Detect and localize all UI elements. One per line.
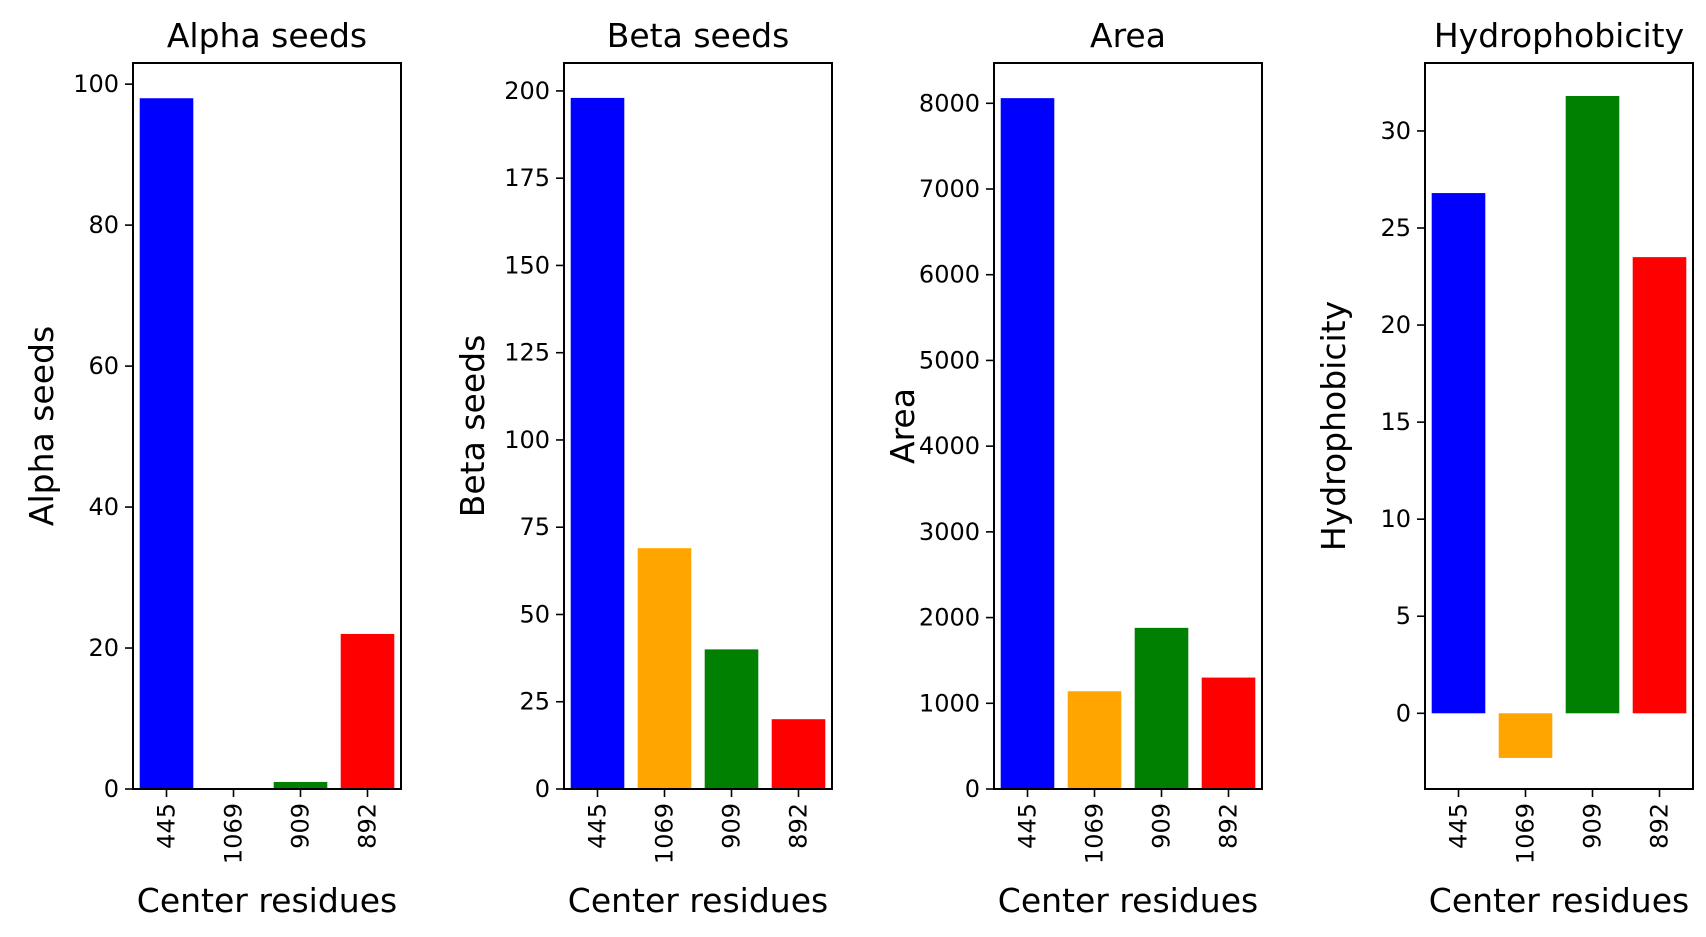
y-tick-label: 15 — [1380, 408, 1411, 436]
y-tick-label: 0 — [965, 775, 980, 803]
x-tick-label: 892 — [1215, 803, 1243, 849]
x-tick-label: 1069 — [651, 803, 679, 864]
y-tick-label: 0 — [535, 775, 550, 803]
x-tick-label: 445 — [1014, 803, 1042, 849]
bar-445 — [1000, 98, 1055, 789]
y-tick-label: 0 — [1396, 699, 1411, 727]
chart-title: Alpha seeds — [167, 16, 367, 55]
chart-title: Hydrophobicity — [1434, 16, 1684, 55]
y-tick-label: 100 — [504, 426, 550, 454]
y-tick-label: 200 — [504, 77, 550, 105]
y-axis-label: Alpha seeds — [22, 326, 61, 526]
y-tick-label: 20 — [1380, 311, 1411, 339]
x-axis-label: Center residues — [1429, 881, 1689, 920]
x-tick-label: 892 — [354, 803, 382, 849]
x-tick-label: 445 — [153, 803, 181, 849]
bar-909 — [704, 649, 759, 789]
x-axis-label: Center residues — [568, 881, 828, 920]
x-tick-label: 892 — [785, 803, 813, 849]
bar-909 — [273, 781, 328, 789]
chart-2: 0 25 50 75 100 125 150 175 200 445 1069 909 892 Beta … — [453, 16, 833, 920]
y-axis-label: Beta seeds — [453, 335, 492, 518]
chart-1: 0 20 40 60 80 100 445 1069 909 892 Alpha seeds Cent… — [22, 16, 402, 920]
bar-892 — [1201, 677, 1256, 789]
y-tick-label: 40 — [88, 493, 119, 521]
x-axis-label: Center residues — [137, 881, 397, 920]
bar-1069 — [1067, 691, 1122, 789]
bar-1069 — [1498, 713, 1553, 758]
y-tick-label: 20 — [88, 634, 119, 662]
axes-frame — [132, 62, 402, 790]
y-tick-label: 2000 — [919, 604, 980, 632]
chart-3: 0 1000 2000 3000 4000 5000 6000 7000 8000 445 1069… — [883, 16, 1263, 920]
bar-1069 — [637, 548, 692, 789]
y-tick-label: 5 — [1396, 602, 1411, 630]
x-tick-label: 1069 — [1512, 803, 1540, 864]
x-tick-label: 909 — [287, 803, 315, 849]
y-tick-label: 3000 — [919, 518, 980, 546]
y-tick-label: 125 — [504, 339, 550, 367]
axes-frame — [1424, 62, 1694, 790]
y-tick-label: 6000 — [919, 261, 980, 289]
chart-4: 0 5 10 15 20 25 30 445 1069 909 892 Hydrophobicity C… — [1314, 16, 1694, 920]
bar-892 — [340, 633, 395, 789]
y-tick-label: 4000 — [919, 432, 980, 460]
y-tick-label: 7000 — [919, 175, 980, 203]
bar-445 — [1431, 193, 1486, 714]
axes-frame — [993, 62, 1263, 790]
y-tick-label: 100 — [73, 70, 119, 98]
y-tick-label: 60 — [88, 352, 119, 380]
y-tick-label: 1000 — [919, 689, 980, 717]
chart-title: Area — [1090, 16, 1166, 55]
bar-909 — [1134, 627, 1189, 789]
y-tick-label: 10 — [1380, 505, 1411, 533]
y-tick-label: 8000 — [919, 89, 980, 117]
y-tick-label: 25 — [519, 688, 550, 716]
y-tick-label: 25 — [1380, 214, 1411, 242]
y-tick-label: 30 — [1380, 117, 1411, 145]
bar-445 — [139, 98, 194, 789]
x-tick-label: 445 — [1445, 803, 1473, 849]
x-tick-label: 445 — [584, 803, 612, 849]
y-tick-label: 175 — [504, 164, 550, 192]
x-axis-label: Center residues — [998, 881, 1258, 920]
y-tick-label: 75 — [519, 513, 550, 541]
y-tick-label: 0 — [104, 775, 119, 803]
x-tick-label: 909 — [1579, 803, 1607, 849]
axes-frame — [563, 62, 833, 790]
bar-445 — [570, 97, 625, 789]
x-tick-label: 909 — [718, 803, 746, 849]
y-tick-label: 5000 — [919, 346, 980, 374]
bar-909 — [1565, 96, 1620, 714]
y-tick-label: 80 — [88, 211, 119, 239]
x-tick-label: 1069 — [220, 803, 248, 864]
bar-892 — [1632, 257, 1687, 714]
chart-title: Beta seeds — [607, 16, 790, 55]
y-axis-label: Area — [883, 388, 922, 464]
y-tick-label: 150 — [504, 251, 550, 279]
x-tick-label: 1069 — [1081, 803, 1109, 864]
x-tick-label: 909 — [1148, 803, 1176, 849]
y-axis-label: Hydrophobicity — [1314, 301, 1353, 551]
x-tick-label: 892 — [1646, 803, 1674, 849]
bar-892 — [771, 719, 826, 789]
y-tick-label: 50 — [519, 600, 550, 628]
